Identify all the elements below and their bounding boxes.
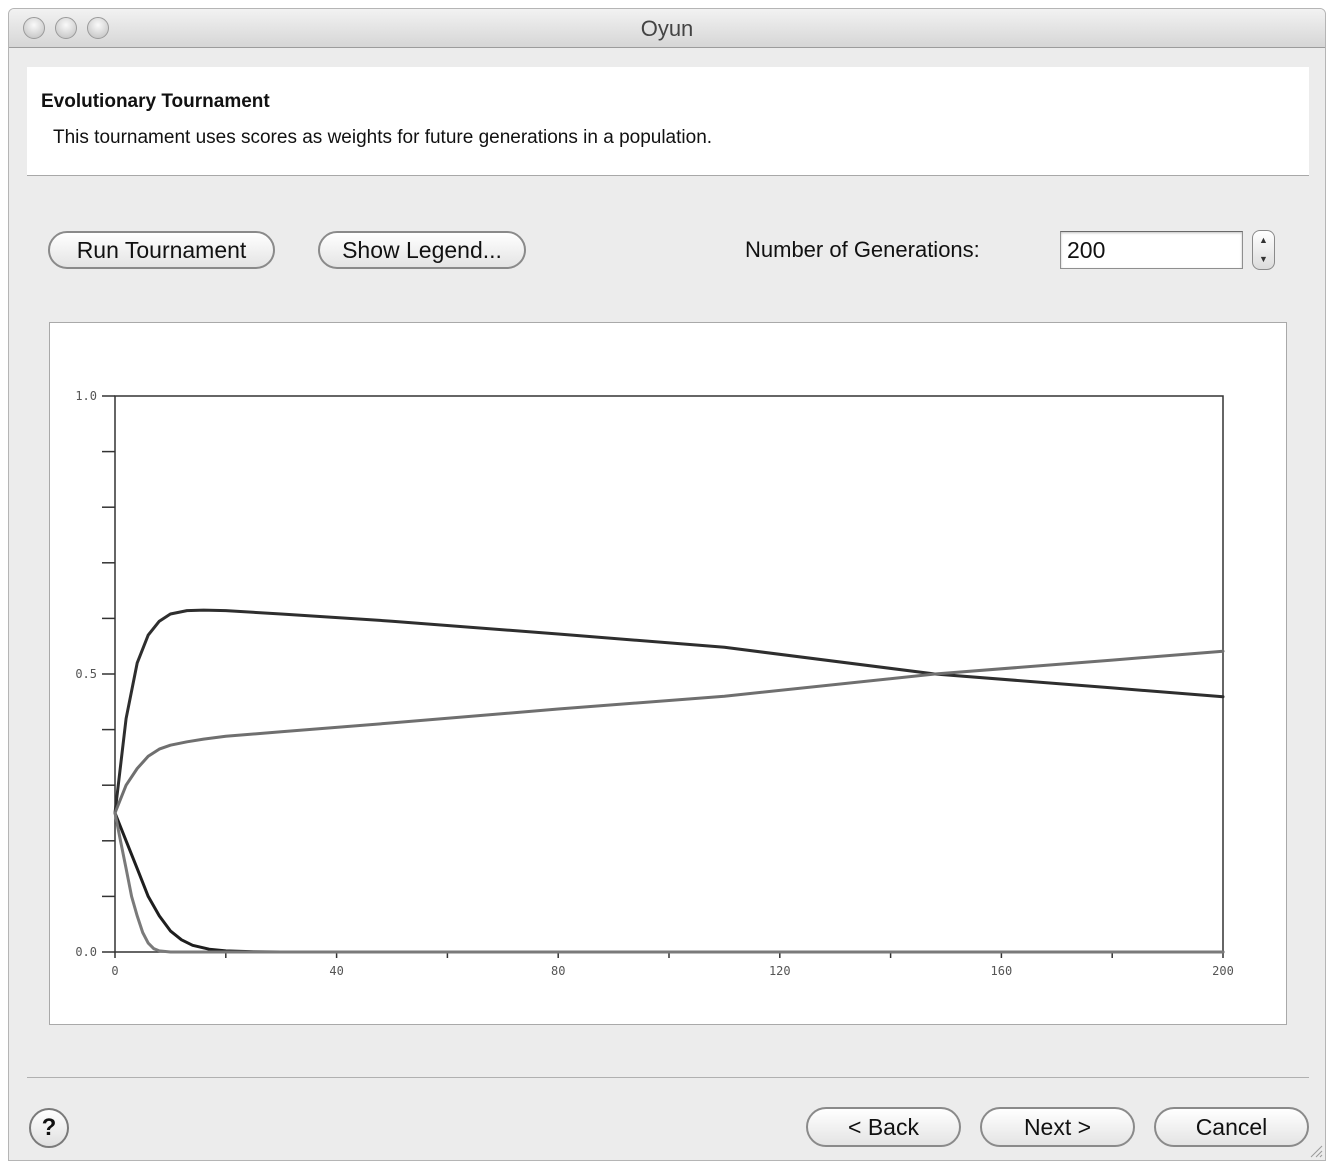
- minimize-window-button[interactable]: [55, 17, 77, 39]
- run-tournament-button[interactable]: Run Tournament: [48, 231, 275, 269]
- series-line-4: [113, 811, 1225, 954]
- population-chart: 0.0 0.5 1.0 0 40 80 120 160 200: [75, 389, 1234, 978]
- plot-area: [114, 395, 1224, 953]
- page-description: This tournament uses scores as weights f…: [53, 127, 713, 148]
- page-title: Evolutionary Tournament: [41, 91, 270, 112]
- header-panel: Evolutionary Tournament This tournament …: [27, 67, 1309, 176]
- series-line-2: [113, 649, 1225, 815]
- x-tick-label: 0: [111, 964, 118, 978]
- generations-input[interactable]: [1060, 231, 1243, 269]
- back-button[interactable]: < Back: [806, 1107, 961, 1147]
- y-tick-label: 0.5: [75, 667, 97, 681]
- generations-label: Number of Generations:: [745, 237, 980, 262]
- x-tick-label: 200: [1212, 964, 1234, 978]
- x-tick-label: 40: [329, 964, 343, 978]
- y-tick-label: 1.0: [75, 389, 97, 403]
- close-window-button[interactable]: [23, 17, 45, 39]
- stepper-down-arrow-icon[interactable]: ▼: [1259, 254, 1268, 264]
- title-bar[interactable]: Oyun: [9, 9, 1325, 48]
- resize-grip-icon[interactable]: [1309, 1144, 1323, 1158]
- window-title: Oyun: [640, 16, 694, 41]
- next-button[interactable]: Next >: [980, 1107, 1135, 1147]
- series-line-1: [113, 608, 1225, 815]
- chart-panel: 0.0 0.5 1.0 0 40 80 120 160 200: [49, 322, 1287, 1025]
- x-tick-label: 80: [551, 964, 565, 978]
- y-tick-label: 0.0: [75, 945, 97, 959]
- show-legend-button[interactable]: Show Legend...: [318, 231, 526, 269]
- cancel-button[interactable]: Cancel: [1154, 1107, 1309, 1147]
- x-tick-label: 160: [991, 964, 1013, 978]
- x-tick-label: 120: [769, 964, 791, 978]
- footer-divider: [27, 1077, 1309, 1078]
- dialog-window: Oyun Evolutionary Tournament This tourna…: [8, 8, 1326, 1161]
- generations-stepper[interactable]: ▲ ▼: [1252, 230, 1275, 270]
- stepper-up-arrow-icon[interactable]: ▲: [1259, 235, 1268, 245]
- zoom-window-button[interactable]: [87, 17, 109, 39]
- help-button[interactable]: ?: [29, 1108, 69, 1148]
